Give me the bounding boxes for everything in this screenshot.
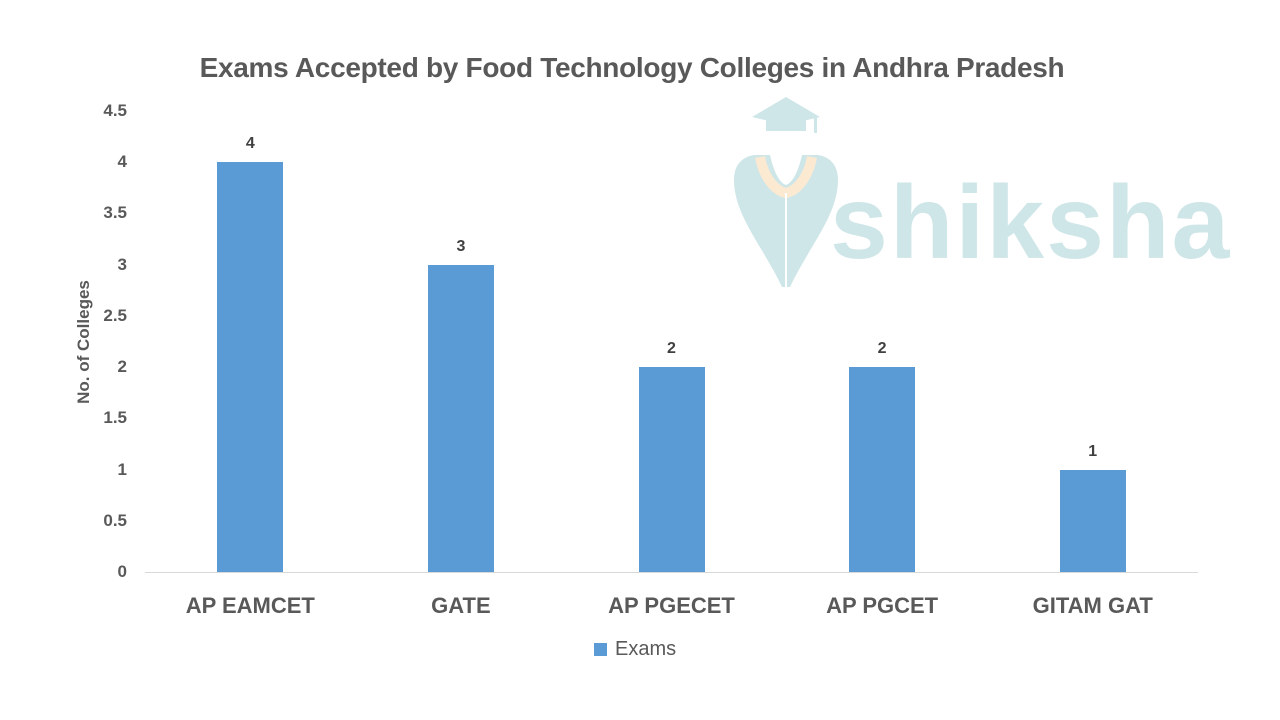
chart-title: Exams Accepted by Food Technology Colleg… (199, 52, 1065, 83)
y-axis-label: No. of Colleges (74, 280, 93, 404)
shiksha-watermark: shiksha (730, 95, 1229, 295)
y-tick-label: 4.5 (103, 101, 127, 120)
watermark-text: shiksha (830, 165, 1232, 281)
data-label: 3 (456, 237, 466, 255)
x-tick-label: GATE (431, 593, 491, 618)
legend: Exams (594, 638, 676, 661)
x-tick-label: GITAM GAT (1032, 593, 1153, 618)
y-tick-label: 0.5 (103, 510, 127, 530)
x-tick-label: AP PGCET (826, 593, 939, 618)
bar-ap-pgecet (638, 367, 705, 572)
y-tick-label: 0 (117, 562, 127, 581)
y-tick-label: 3 (117, 254, 127, 274)
bar-ap-pgcet (849, 367, 916, 572)
graduate-logo-icon (734, 97, 838, 287)
y-tick-label: 2 (117, 357, 127, 377)
x-tick-label: AP EAMCET (185, 593, 315, 618)
y-tick-label: 4 (117, 152, 127, 172)
data-label: 1 (1088, 442, 1098, 460)
legend-label: Exams (615, 638, 677, 660)
data-label: 2 (877, 340, 887, 358)
bar-gate (427, 264, 494, 572)
x-tick-label: AP PGECET (608, 593, 735, 618)
data-label: 4 (245, 135, 255, 153)
y-tick-label: 1.5 (103, 408, 127, 428)
x-axis-line (145, 572, 1198, 573)
y-tick-label: 3.5 (103, 203, 127, 223)
legend-swatch-icon (594, 643, 607, 656)
bar-ap-eamcet (217, 162, 284, 572)
y-tick-label: 2.5 (103, 305, 127, 325)
data-label: 2 (667, 340, 676, 358)
bar-gitam-gat (1059, 469, 1126, 572)
y-tick-label: 1 (117, 459, 127, 479)
